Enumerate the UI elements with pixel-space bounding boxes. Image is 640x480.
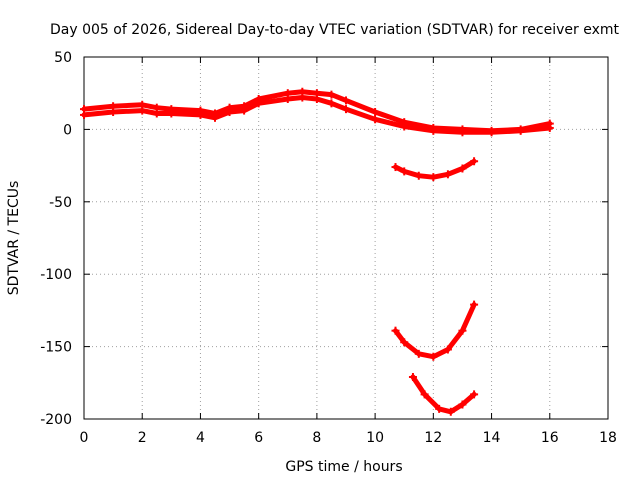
data-point <box>516 126 525 135</box>
data-point <box>458 164 467 173</box>
data-point <box>408 373 417 382</box>
data-point <box>225 108 234 117</box>
data-point <box>342 96 350 105</box>
axis-ticks: 0 2 4 6 8 10 12 14 16 18 50 0 -50 -100 -150 -200 <box>40 50 617 446</box>
data-point <box>435 404 444 413</box>
x-tick-label: 18 <box>599 430 617 446</box>
data-point <box>443 170 452 179</box>
plot-frame <box>83 56 609 420</box>
x-tick-label: 8 <box>312 430 321 446</box>
data-point <box>254 99 263 108</box>
data-point <box>400 122 409 131</box>
data-point <box>138 106 147 115</box>
data-point <box>109 108 118 117</box>
x-tick-label: 2 <box>138 430 147 446</box>
y-tick-label: -50 <box>49 195 72 211</box>
series-dip-lower <box>410 374 477 415</box>
data-point <box>429 352 438 361</box>
data-point <box>240 106 249 115</box>
data-point <box>283 94 292 103</box>
data-point <box>400 338 409 347</box>
data-point <box>196 110 205 119</box>
data-point <box>391 326 400 335</box>
x-tick-label: 12 <box>424 430 442 446</box>
data-point <box>327 90 336 99</box>
data-point <box>80 110 88 119</box>
data-point <box>167 109 176 118</box>
data-point <box>391 163 400 172</box>
data-point <box>458 128 467 137</box>
data-point <box>545 123 554 132</box>
data-point <box>414 171 423 180</box>
data-point <box>420 390 429 399</box>
data-series <box>80 87 554 416</box>
chart-title: Day 005 of 2026, Sidereal Day-to-day VTE… <box>50 22 620 38</box>
data-point <box>371 108 380 117</box>
data-point <box>312 94 321 103</box>
data-point <box>211 113 219 122</box>
data-point <box>429 173 438 182</box>
data-point <box>342 105 350 114</box>
y-tick-label: -100 <box>40 267 72 283</box>
y-axis-label: SDTVAR / TECUs <box>6 181 22 296</box>
data-point <box>327 99 336 108</box>
data-point <box>458 400 467 409</box>
data-point <box>487 128 496 137</box>
x-tick-label: 6 <box>254 430 263 446</box>
data-point <box>429 126 438 135</box>
data-point <box>470 390 479 399</box>
data-point <box>400 167 409 176</box>
y-tick-label: -150 <box>40 340 72 356</box>
data-point <box>470 157 479 166</box>
data-point <box>371 115 380 124</box>
y-tick-label: 0 <box>63 122 72 138</box>
series-main-band-lower <box>81 95 553 135</box>
data-point <box>443 345 452 354</box>
x-axis-label: GPS time / hours <box>285 459 402 475</box>
x-tick-label: 10 <box>366 430 384 446</box>
series-main-band-upper <box>81 89 553 134</box>
data-point <box>458 326 467 335</box>
data-point <box>446 407 455 416</box>
y-tick-label: -200 <box>40 412 72 428</box>
data-point <box>414 349 423 358</box>
x-tick-label: 14 <box>483 430 501 446</box>
x-tick-label: 0 <box>80 430 89 446</box>
data-point <box>152 109 161 118</box>
data-point <box>470 300 479 309</box>
data-point <box>298 93 307 102</box>
y-tick-label: 50 <box>54 50 72 66</box>
x-tick-label: 16 <box>541 430 559 446</box>
x-tick-label: 4 <box>196 430 205 446</box>
